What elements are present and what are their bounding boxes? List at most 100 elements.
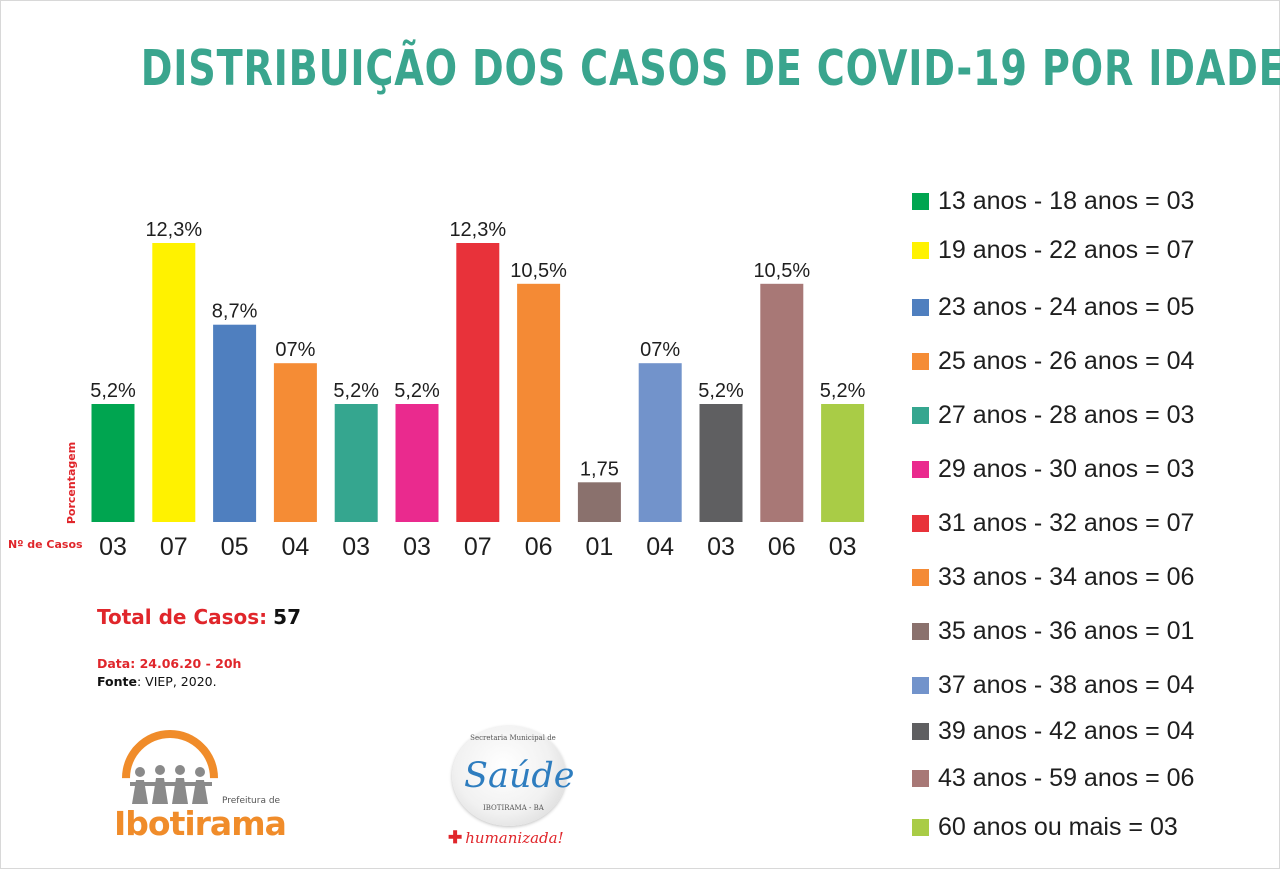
seal-tagline: ✚ humanizada! (448, 828, 564, 848)
case-count-label-1: 03 (99, 533, 127, 561)
bar-value-label-4: 07% (275, 339, 315, 361)
seal-word: Saúde (464, 756, 575, 796)
case-count-label-5: 03 (342, 533, 370, 561)
bar-1 (91, 404, 135, 522)
red-cross-icon: ✚ (448, 828, 463, 848)
legend-item-8: 33 anos - 34 anos = 06 (912, 562, 1194, 592)
legend-swatch-13 (912, 818, 929, 836)
case-count-label-7: 07 (464, 533, 492, 561)
bar-6 (395, 404, 439, 522)
bar-value-label-13: 5,2% (820, 380, 866, 402)
legend-text-10: 37 anos - 38 anos = 04 (938, 670, 1195, 699)
case-count-label-6: 03 (403, 533, 431, 561)
bar-10 (638, 363, 682, 522)
legend-swatch-12 (912, 769, 929, 787)
bar-value-label-1: 5,2% (90, 380, 136, 402)
total-cases: Total de Casos: 57 (97, 605, 301, 629)
legend-item-13: 60 anos ou mais = 03 (912, 812, 1178, 842)
legend-text-5: 27 anos - 28 anos = 03 (938, 400, 1195, 429)
case-count-label-9: 01 (585, 533, 613, 561)
y-axis-label: Porcentagem (65, 441, 78, 525)
legend-item-10: 37 anos - 38 anos = 04 (912, 670, 1194, 700)
legend-swatch-2 (912, 241, 929, 259)
bar-value-label-2: 12,3% (145, 219, 202, 241)
case-count-label-12: 06 (768, 533, 796, 561)
logo-brand-text: Ibotirama (114, 804, 287, 843)
source-label: Fonte (97, 674, 137, 689)
bar-9 (577, 482, 621, 522)
legend-swatch-7 (912, 514, 929, 532)
bar-value-label-12: 10,5% (753, 260, 810, 282)
bar-7 (456, 243, 500, 522)
legend-item-7: 31 anos - 32 anos = 07 (912, 508, 1194, 538)
legend-text-6: 29 anos - 30 anos = 03 (938, 454, 1195, 483)
legend-item-2: 19 anos - 22 anos = 07 (912, 235, 1194, 265)
legend-text-11: 39 anos - 42 anos = 04 (938, 716, 1195, 745)
bar-value-label-3: 8,7% (212, 301, 258, 323)
case-count-label-3: 05 (221, 533, 249, 561)
legend-item-3: 23 anos - 24 anos = 05 (912, 292, 1194, 322)
saude-seal-logo: Secretaria Municipal de Saúde IBOTIRAMA … (448, 722, 578, 852)
bar-value-label-10: 07% (640, 339, 680, 361)
bar-12 (760, 283, 804, 522)
legend-text-12: 43 anos - 59 anos = 06 (938, 763, 1195, 792)
legend-text-9: 35 anos - 36 anos = 01 (938, 616, 1195, 645)
bar-chart: 5,2% 03 12,3% 07 8,7% 05 07% 04 5,2% 03 5,2% 03 12,3… (90, 219, 866, 561)
bar-11 (699, 404, 743, 522)
date-line: Data: 24.06.20 - 20h (97, 656, 242, 671)
legend-text-4: 25 anos - 26 anos = 04 (938, 346, 1195, 375)
case-count-label-10: 04 (646, 533, 674, 561)
legend-text-7: 31 anos - 32 anos = 07 (938, 508, 1195, 537)
legend-item-5: 27 anos - 28 anos = 03 (912, 400, 1194, 430)
legend-text-13: 60 anos ou mais = 03 (938, 812, 1178, 841)
total-cases-label: Total de Casos: (97, 605, 268, 629)
bar-value-label-6: 5,2% (394, 380, 440, 402)
case-count-label-8: 06 (525, 533, 553, 561)
bar-value-label-5: 5,2% (333, 380, 379, 402)
legend-swatch-10 (912, 676, 929, 694)
legend-swatch-1 (912, 192, 929, 210)
total-cases-value: 57 (273, 605, 302, 629)
case-count-label-4: 04 (281, 533, 309, 561)
bar-value-label-11: 5,2% (698, 380, 744, 402)
case-count-label-13: 03 (829, 533, 857, 561)
source-line: Fonte: VIEP, 2020. (97, 674, 217, 689)
legend-text-8: 33 anos - 34 anos = 06 (938, 562, 1195, 591)
legend-swatch-11 (912, 722, 929, 740)
seal-circle (452, 726, 566, 826)
bar-5 (334, 404, 378, 522)
seal-sub-text: IBOTIRAMA - BA (483, 804, 544, 812)
legend-item-12: 43 anos - 59 anos = 06 (912, 763, 1194, 793)
legend-text-1: 13 anos - 18 anos = 03 (938, 186, 1195, 215)
bar-value-label-8: 10,5% (510, 260, 567, 282)
bar-value-label-7: 12,3% (449, 219, 506, 241)
legend-item-6: 29 anos - 30 anos = 03 (912, 454, 1194, 484)
bar-4 (273, 363, 317, 522)
legend-item-1: 13 anos - 18 anos = 03 (912, 186, 1194, 216)
legend-swatch-9 (912, 622, 929, 640)
bar-value-label-9: 1,75 (580, 458, 619, 480)
bar-3 (213, 324, 257, 522)
case-count-label-2: 07 (160, 533, 188, 561)
page-title: DISTRIBUIÇÃO DOS CASOS DE COVID-19 POR I… (140, 40, 1280, 97)
legend-text-3: 23 anos - 24 anos = 05 (938, 292, 1195, 321)
bar-8 (517, 283, 561, 522)
legend-item-11: 39 anos - 42 anos = 04 (912, 716, 1194, 746)
legend-swatch-3 (912, 298, 929, 316)
case-count-label-11: 03 (707, 533, 735, 561)
source-text: : VIEP, 2020. (136, 674, 217, 689)
legend-swatch-5 (912, 406, 929, 424)
legend-text-2: 19 anos - 22 anos = 07 (938, 235, 1195, 264)
legend-swatch-4 (912, 352, 929, 370)
seal-top-text: Secretaria Municipal de (470, 734, 556, 742)
legend-swatch-8 (912, 568, 929, 586)
logo-prefeitura-text: Prefeitura de (222, 796, 281, 806)
people-figures-icon (130, 765, 212, 804)
cases-row-label: Nº de Casos (8, 538, 83, 551)
bar-13 (821, 404, 865, 522)
legend-item-4: 25 anos - 26 anos = 04 (912, 346, 1194, 376)
bar-2 (152, 243, 196, 522)
seal-tagline-text: humanizada! (465, 829, 564, 847)
ibotirama-logo: Prefeitura de Ibotirama (102, 710, 292, 846)
legend-item-9: 35 anos - 36 anos = 01 (912, 616, 1194, 646)
